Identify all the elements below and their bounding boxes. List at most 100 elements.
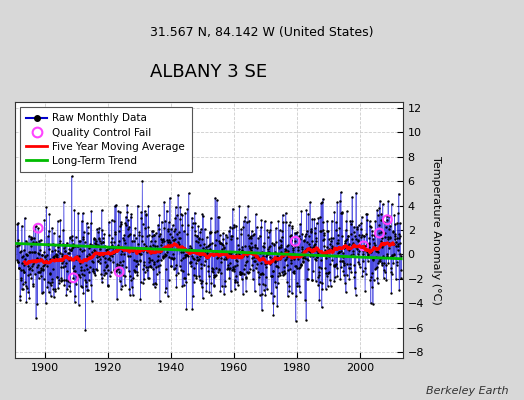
Point (376, 198, 384, 204)
Point (396, 220, 404, 226)
Point (366, 300, 375, 306)
Point (225, 266, 233, 272)
Point (277, 243, 286, 250)
Point (359, 243, 368, 249)
Point (35, 275, 43, 282)
Point (46, 280, 54, 286)
Point (31, 258, 40, 264)
Point (311, 256, 319, 263)
Point (219, 242, 227, 248)
Point (275, 244, 283, 250)
Point (47, 282, 56, 288)
Point (390, 252, 398, 259)
Point (321, 255, 330, 261)
Point (84, 230, 92, 236)
Point (152, 246, 161, 252)
Point (162, 244, 171, 250)
Point (237, 270, 246, 276)
Point (57, 276, 66, 283)
Point (189, 293, 197, 300)
Point (330, 262, 338, 269)
Point (72, 281, 81, 287)
Point (232, 222, 241, 229)
Point (108, 235, 116, 242)
Point (104, 256, 113, 262)
Point (365, 240, 373, 247)
Point (15, 264, 24, 271)
Point (243, 218, 251, 225)
Point (236, 269, 244, 275)
Point (201, 248, 209, 254)
Point (71, 298, 79, 305)
Point (66, 235, 74, 241)
Point (69, 275, 78, 281)
Point (62, 240, 71, 246)
Point (336, 258, 344, 264)
Point (91, 272, 100, 279)
Point (313, 248, 321, 254)
Point (200, 226, 209, 232)
Point (394, 242, 402, 249)
Point (258, 307, 266, 313)
Point (91, 236, 99, 243)
Point (254, 254, 263, 261)
Point (393, 220, 401, 227)
Point (16, 292, 25, 299)
Point (315, 297, 323, 304)
Point (224, 265, 232, 272)
Point (19, 247, 28, 253)
Point (220, 245, 228, 251)
Point (102, 270, 110, 276)
Point (289, 244, 298, 251)
Point (168, 255, 176, 261)
Point (334, 237, 342, 244)
Point (117, 221, 126, 228)
Point (236, 271, 245, 278)
Point (226, 233, 235, 239)
Point (217, 240, 226, 246)
Point (152, 270, 161, 277)
Point (55, 276, 63, 283)
Point (83, 287, 91, 294)
Point (36, 269, 44, 276)
Point (288, 225, 297, 232)
Point (383, 251, 391, 258)
Point (278, 228, 286, 235)
Point (80, 228, 88, 235)
Point (308, 216, 316, 222)
Point (234, 253, 243, 260)
Point (16, 296, 24, 303)
Point (310, 244, 318, 250)
Point (383, 216, 391, 223)
Point (88, 242, 96, 248)
Point (121, 220, 129, 226)
Point (39, 266, 48, 272)
Point (291, 238, 300, 244)
Point (195, 276, 204, 283)
Point (287, 236, 296, 243)
Point (56, 217, 64, 223)
Point (24, 272, 32, 278)
Point (40, 217, 49, 223)
Point (310, 216, 319, 222)
Point (307, 226, 315, 232)
Point (115, 238, 124, 244)
Point (236, 271, 244, 277)
Point (237, 231, 245, 238)
Point (271, 225, 280, 231)
Point (25, 266, 33, 272)
Point (389, 260, 398, 266)
Point (81, 327, 90, 334)
Point (43, 284, 51, 290)
Point (256, 292, 264, 298)
Point (176, 263, 184, 269)
Point (227, 250, 235, 256)
Point (280, 248, 289, 254)
Point (167, 226, 176, 232)
Point (53, 274, 61, 281)
Point (368, 228, 377, 234)
Point (106, 251, 114, 258)
Point (315, 272, 323, 278)
Point (202, 280, 211, 286)
Point (59, 258, 67, 264)
